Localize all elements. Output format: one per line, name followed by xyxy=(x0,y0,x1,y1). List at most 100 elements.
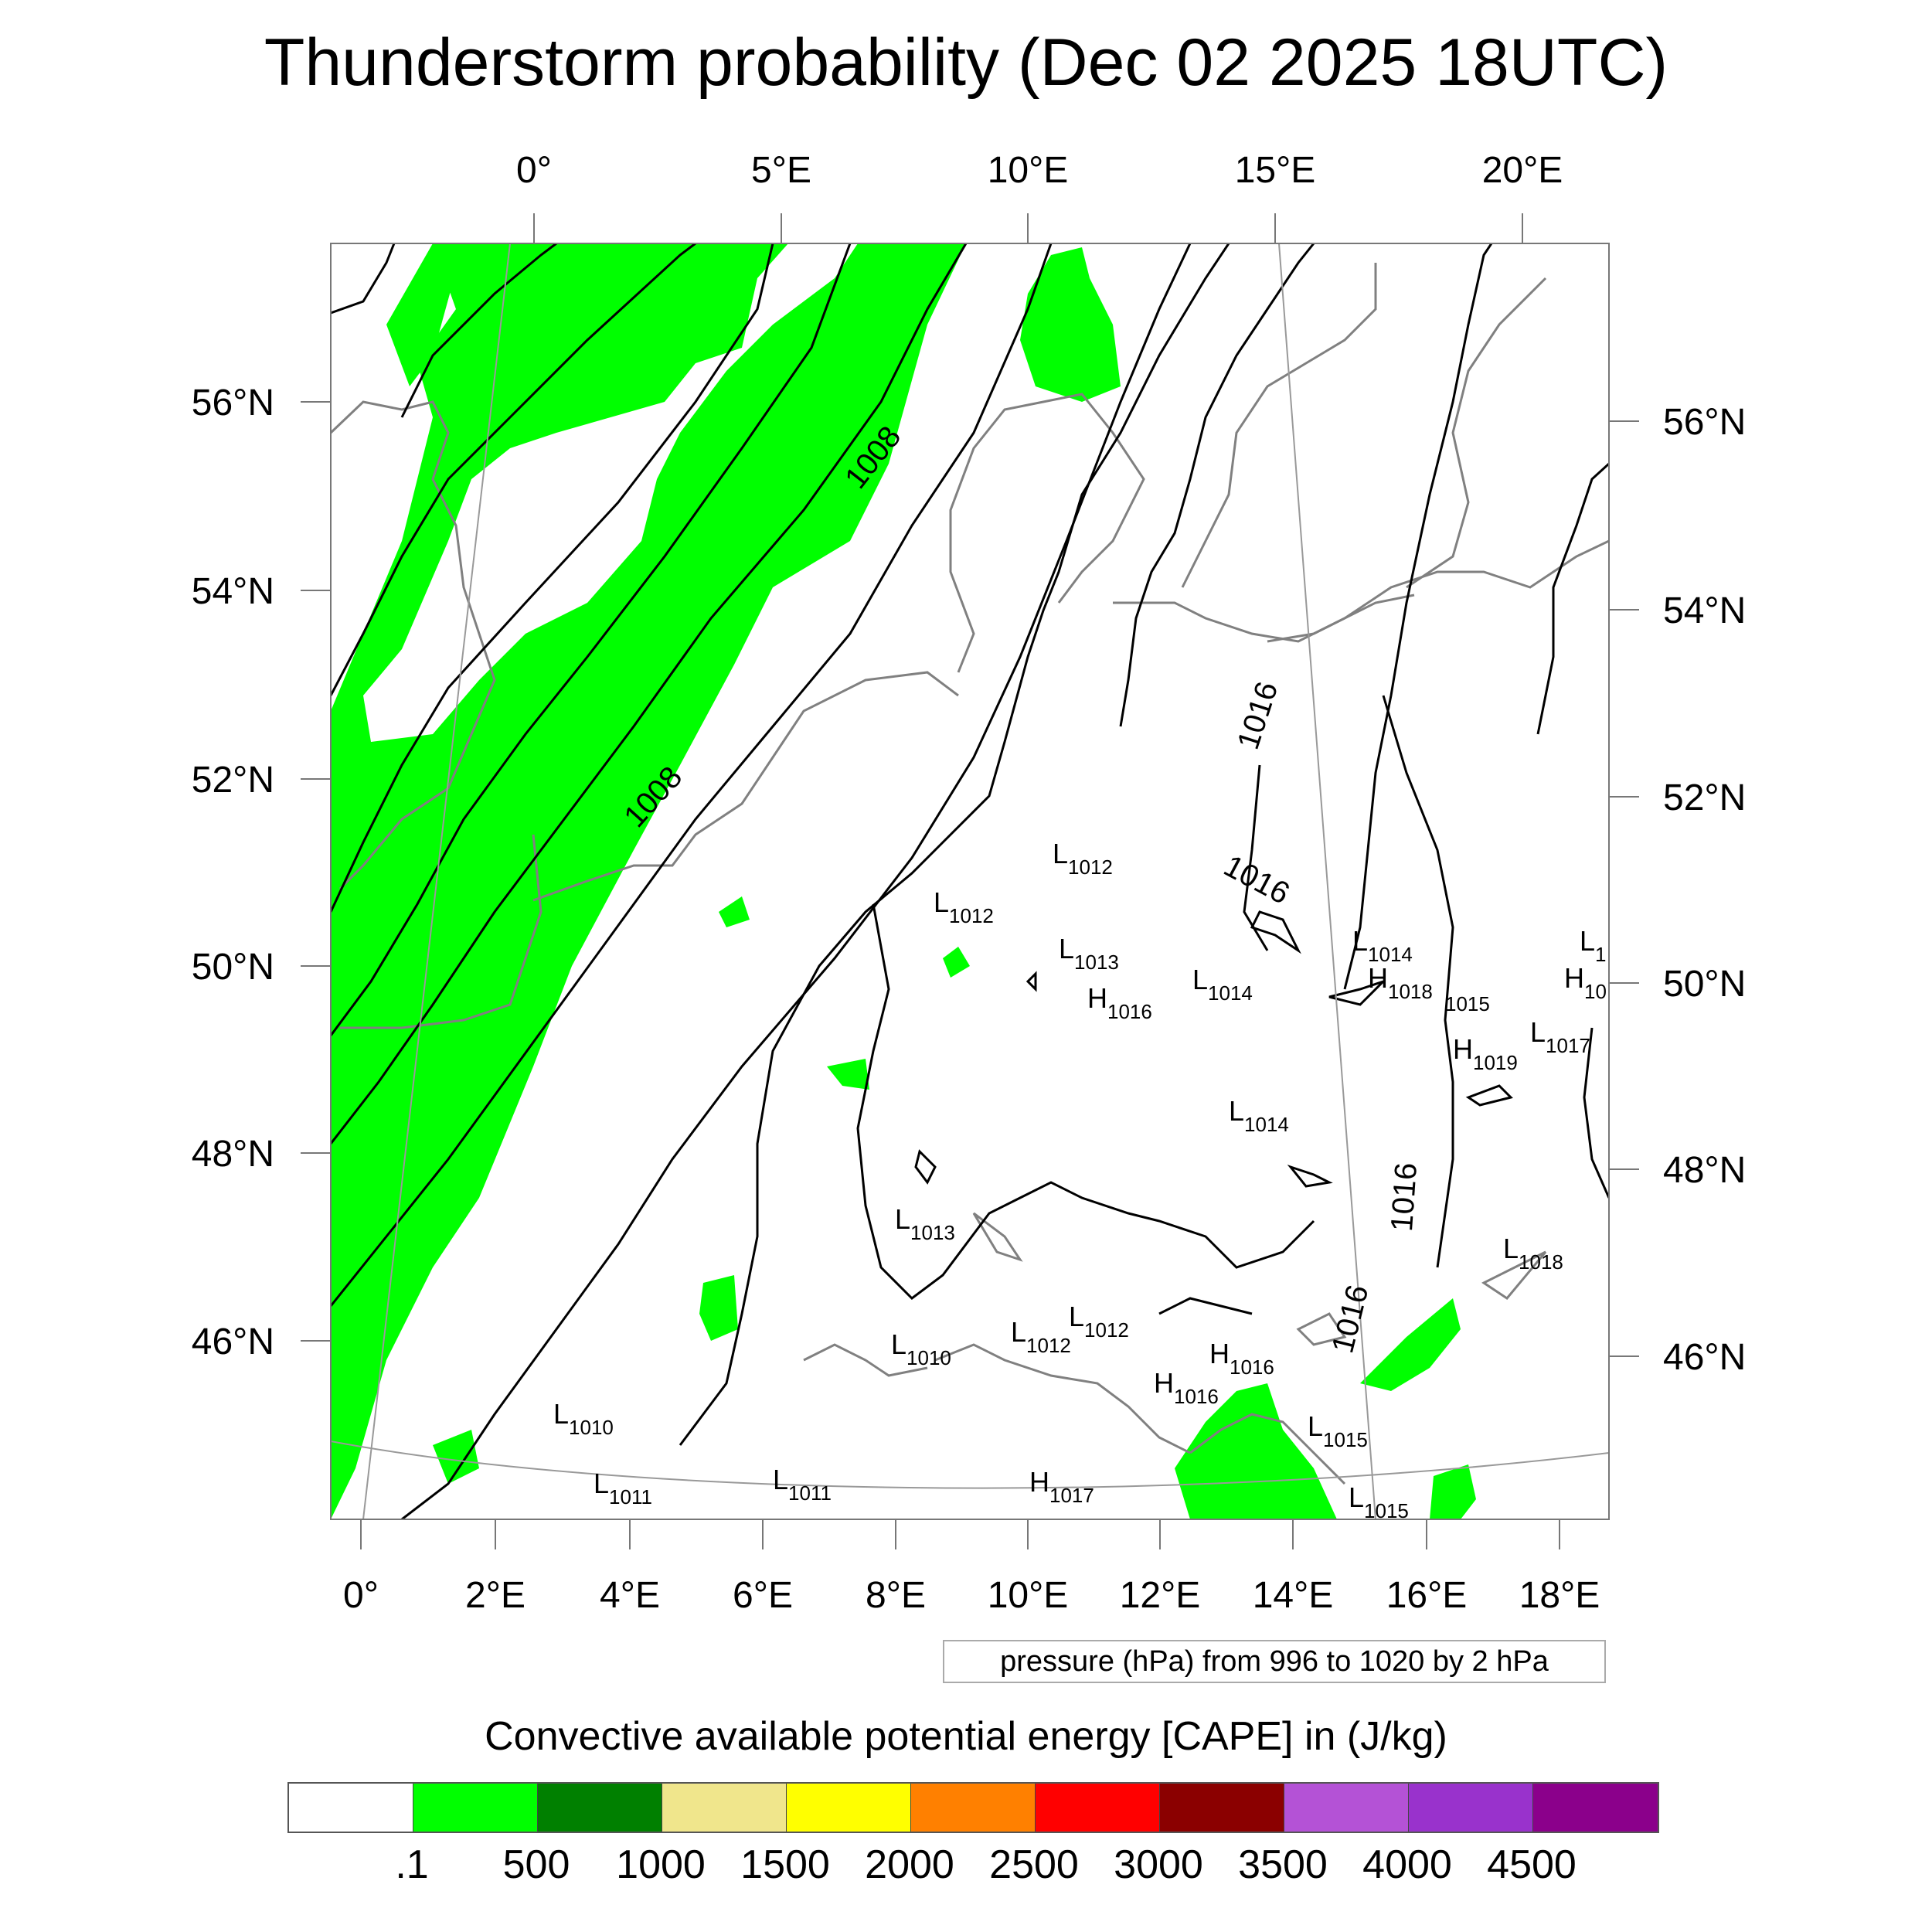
pressure-center-value: 1016 xyxy=(1174,1385,1219,1408)
colorbar-box xyxy=(1409,1784,1533,1832)
pressure-center-value: 1011 xyxy=(609,1485,652,1509)
pressure-center: L1018 xyxy=(1503,1233,1563,1274)
pressure-center-letter: H xyxy=(1029,1466,1049,1498)
pressure-center-letter: H xyxy=(1564,962,1584,994)
left-lat-label: 48°N xyxy=(192,1134,274,1175)
cape-area-denmark-north xyxy=(1020,247,1121,402)
bottom-lon-label: 0° xyxy=(343,1575,379,1616)
coastline-hungary xyxy=(1481,1250,1547,1300)
pressure-center-letter: L xyxy=(1053,838,1068,869)
colorbar-box xyxy=(1533,1784,1658,1832)
coastline-layer xyxy=(331,263,1609,1485)
coastline-lake-2 xyxy=(1296,1312,1347,1346)
graticule-layer xyxy=(331,243,1609,1519)
pressure-center: L1014 xyxy=(1192,964,1253,1005)
pressure-center: L1010 xyxy=(891,1328,951,1369)
isobar-small-7 xyxy=(1026,971,1037,992)
bottom-lon-label: 2°E xyxy=(465,1575,526,1616)
bottom-lon-label: 14°E xyxy=(1253,1575,1334,1616)
colorbar-label: .1 xyxy=(395,1842,429,1887)
colorbar-labels: .1 500 1000 1500 2000 2500 3000 3500 4000 4500 xyxy=(0,1842,1932,1896)
isobar-label: 1016 xyxy=(1385,1162,1423,1233)
pressure-center-value: 1015 xyxy=(1364,1499,1409,1522)
top-lon-label: 10°E xyxy=(988,150,1069,191)
coastline-baltic-east xyxy=(1406,277,1547,589)
left-lat-label: 50°N xyxy=(192,947,274,988)
pressure-center: L1010 xyxy=(553,1398,614,1439)
pressure-center-letter: L xyxy=(1308,1410,1323,1442)
coastline-baltic xyxy=(1113,539,1609,643)
graticule-parallel-45n xyxy=(331,1440,1609,1489)
isobar-small-5 xyxy=(914,1149,937,1185)
isobar-16 xyxy=(1583,1027,1609,1199)
colorbar-label: 1500 xyxy=(740,1842,830,1887)
isobar-2 xyxy=(400,243,557,418)
pressure-center-value: 1018 xyxy=(1388,980,1433,1003)
pressure-center-value: 1018 xyxy=(1519,1250,1563,1274)
pressure-center-value: 1010 xyxy=(569,1416,614,1439)
pressure-center: L1015 xyxy=(1308,1410,1368,1451)
coastline-italy xyxy=(934,1343,1191,1454)
top-lon-label: 0° xyxy=(516,150,552,191)
right-lat-label: 50°N xyxy=(1663,964,1746,1005)
pressure-center-value: 10 xyxy=(1584,980,1607,1003)
pressure-center-letter: L xyxy=(1011,1316,1026,1348)
pressure-center-letter: L xyxy=(1229,1095,1244,1127)
bottom-lon-label: 12°E xyxy=(1120,1575,1201,1616)
coastline-poland-border xyxy=(1267,594,1415,643)
colorbar-box xyxy=(538,1784,662,1832)
top-lon-label: 20°E xyxy=(1482,150,1563,191)
isobar-small-1 xyxy=(1250,910,1301,954)
colorbar-label: 4000 xyxy=(1362,1842,1452,1887)
pressure-center: H10 xyxy=(1564,962,1607,1003)
isobar-4 xyxy=(331,243,774,913)
pressure-center: L1012 xyxy=(1069,1301,1129,1342)
right-lat-label: 54°N xyxy=(1663,590,1746,631)
bottom-lon-label: 4°E xyxy=(600,1575,660,1616)
pressure-center-value: 1016 xyxy=(1107,1000,1152,1023)
pressure-center-value: 1010 xyxy=(906,1346,951,1369)
pressure-center-value: 1013 xyxy=(910,1221,955,1244)
isobar-1 xyxy=(331,243,396,315)
colorbar-box xyxy=(1160,1784,1284,1832)
colorbar-label: 1000 xyxy=(616,1842,706,1887)
bottom-lon-label: 8°E xyxy=(866,1575,926,1616)
pressure-center: L1012 xyxy=(1011,1316,1071,1357)
isobar-small-4 xyxy=(1287,1164,1333,1188)
coastline-lake-1 xyxy=(972,1212,1023,1262)
isobar-3 xyxy=(331,243,696,696)
bottom-lon-label: 16°E xyxy=(1386,1575,1468,1616)
pressure-center-value: 1016 xyxy=(1230,1355,1274,1379)
pressure-center-value: 1012 xyxy=(1026,1334,1071,1357)
pressure-center-value: 1 xyxy=(1595,943,1606,966)
pressure-center-letter: H xyxy=(1087,982,1107,1014)
pressure-center: L1017 xyxy=(1530,1016,1590,1057)
tick-marks xyxy=(301,213,1639,1549)
pressure-center: L1013 xyxy=(1059,933,1119,974)
graticule-meridian-0 xyxy=(362,243,511,1519)
colorbar-box xyxy=(1036,1784,1160,1832)
pressure-center: L1014 xyxy=(1229,1095,1289,1136)
colorbar-label: 2000 xyxy=(865,1842,954,1887)
pressure-center-letter: L xyxy=(773,1464,788,1495)
pressure-center-letter: L xyxy=(1059,933,1074,964)
coastline-sweden xyxy=(1181,263,1377,588)
colorbar-box xyxy=(787,1784,911,1832)
pressure-center: H1017 xyxy=(1029,1466,1094,1507)
map-frame xyxy=(330,243,1610,1520)
colorbar xyxy=(287,1782,1659,1833)
pressure-center-letter: L xyxy=(1530,1016,1546,1048)
isobar-15 xyxy=(1536,462,1609,735)
colorbar-label: 3500 xyxy=(1238,1842,1328,1887)
coastline-uk xyxy=(331,400,496,890)
pressure-center-value: 1012 xyxy=(1084,1318,1129,1342)
bottom-lon-label: 10°E xyxy=(988,1575,1069,1616)
cape-area-east-1 xyxy=(1360,1298,1461,1391)
cape-area-north-band xyxy=(386,243,464,386)
graticule-meridian-15e xyxy=(1278,243,1376,1519)
pressure-center-layer: L1012 L1012 L1013 H1016 L1014 L1014 H101… xyxy=(553,838,1607,1522)
pressure-center: L1013 xyxy=(895,1203,955,1244)
pressure-center: L1 xyxy=(1580,925,1607,966)
pressure-contour-note: pressure (hPa) from 996 to 1020 by 2 hPa xyxy=(943,1640,1606,1683)
